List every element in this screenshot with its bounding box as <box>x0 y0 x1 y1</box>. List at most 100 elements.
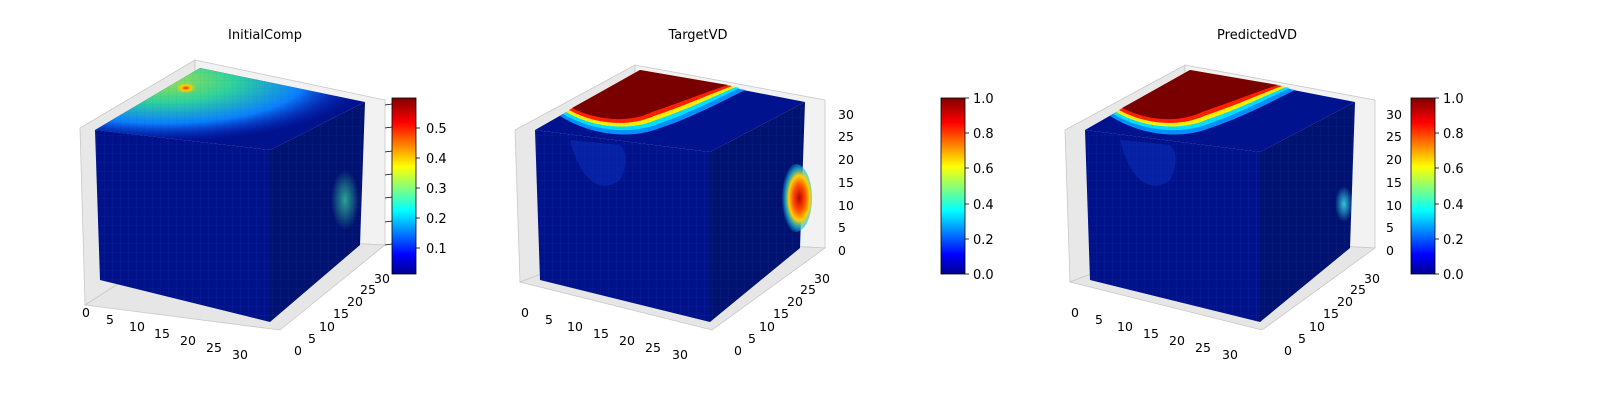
y-tick-label: 30 <box>1364 271 1380 286</box>
y-tick-label: 20 <box>347 294 363 309</box>
colorbar-tick-label: 0.8 <box>1443 127 1464 142</box>
y-axis-ticks: 0 5 10 15 20 25 30 <box>294 271 390 358</box>
x-tick-label: 10 <box>567 319 583 334</box>
front-ghost-region <box>570 140 626 186</box>
x-tick-label: 30 <box>232 347 248 362</box>
z-tick-label: 20 <box>838 152 854 167</box>
x-tick-label: 20 <box>180 333 196 348</box>
x-tick-label: 0 <box>521 305 529 320</box>
y-tick-label: 0 <box>1284 343 1292 358</box>
cube-top-grid <box>535 70 805 152</box>
y-tick-label: 15 <box>773 306 789 321</box>
plot-predictedvd: PredictedVD 0 5 10 15 20 25 30 0 5 10 <box>1064 28 1464 362</box>
colorbar-tick-label: 0.6 <box>973 162 994 177</box>
cube-top-grid <box>1085 70 1355 152</box>
colorbar-tick-label: 0.2 <box>426 212 447 227</box>
cube-front-grid <box>1085 130 1260 322</box>
x-tick-label: 25 <box>645 340 661 355</box>
colorbar-tick-label: 1.0 <box>1443 92 1464 107</box>
z-axis-ticks: 0 5 10 15 20 25 30 <box>838 107 854 258</box>
y-tick-label: 20 <box>787 294 803 309</box>
y-tick-label: 5 <box>308 331 316 346</box>
z-tick-label: 0 <box>1386 243 1394 258</box>
x-tick-label: 20 <box>1169 333 1185 348</box>
colorbar-tick-label: 0.4 <box>973 198 994 213</box>
x-tick-label: 15 <box>593 326 609 341</box>
z-tick-label: 30 <box>838 107 854 122</box>
colorbar-tick-label: 0.4 <box>426 152 447 167</box>
z-tick-label: 25 <box>838 129 854 144</box>
x-axis-ticks: 0 5 10 15 20 25 30 <box>1071 305 1238 362</box>
colorbar-tick-label: 1.0 <box>973 92 994 107</box>
colorbar-ticks: 0.0 0.2 0.4 0.6 0.8 1.0 <box>1435 92 1464 283</box>
x-tick-label: 25 <box>1195 340 1211 355</box>
y-tick-label: 30 <box>814 271 830 286</box>
z-axis-ticks: 0 5 10 15 20 25 30 <box>1386 107 1402 258</box>
x-tick-label: 5 <box>1095 312 1103 327</box>
y-tick-label: 10 <box>759 319 775 334</box>
colorbar-tick-label: 0.5 <box>426 122 447 137</box>
colorbar-tick-label: 0.1 <box>426 242 447 257</box>
colorbar-tick-label: 0.6 <box>1443 162 1464 177</box>
y-tick-label: 25 <box>800 282 816 297</box>
colorbar <box>1410 97 1436 275</box>
z-tick-label: 30 <box>1386 107 1402 122</box>
z-tick-label: 5 <box>838 220 846 235</box>
x-tick-label: 30 <box>672 347 688 362</box>
colorbar-ticks: 0.0 0.2 0.4 0.6 0.8 1.0 <box>965 92 994 283</box>
x-tick-label: 15 <box>154 326 170 341</box>
right-face-spot <box>1335 186 1353 222</box>
colorbar <box>391 97 417 275</box>
y-tick-label: 20 <box>1337 294 1353 309</box>
y-axis-ticks: 0 5 10 15 20 25 30 <box>1284 271 1380 358</box>
colorbar <box>940 97 966 275</box>
y-tick-label: 30 <box>374 271 390 286</box>
plot-title: TargetVD <box>667 28 727 43</box>
x-tick-label: 20 <box>619 333 635 348</box>
z-tick-label: 10 <box>1386 198 1402 213</box>
y-axis-ticks: 0 5 10 15 20 25 30 <box>734 271 830 358</box>
x-tick-label: 5 <box>545 312 553 327</box>
y-tick-label: 0 <box>294 343 302 358</box>
right-face-hotspot <box>780 164 812 232</box>
z-tick-label: 25 <box>1386 129 1402 144</box>
colorbar-tick-label: 0.2 <box>973 233 994 248</box>
z-axis-ticks <box>384 103 393 246</box>
cube-right-grid <box>270 102 365 322</box>
front-ghost-region <box>1120 140 1176 186</box>
z-tick-label: 15 <box>838 175 854 190</box>
y-tick-label: 25 <box>1350 282 1366 297</box>
y-tick-label: 0 <box>734 343 742 358</box>
x-axis-ticks: 0 5 10 15 20 25 30 <box>82 305 248 362</box>
x-axis-ticks: 0 5 10 15 20 25 30 <box>521 305 688 362</box>
colorbar-tick-label: 0.4 <box>1443 198 1464 213</box>
x-tick-label: 25 <box>206 340 222 355</box>
y-tick-label: 5 <box>748 331 756 346</box>
right-face-spot <box>331 170 359 230</box>
y-tick-label: 10 <box>319 319 335 334</box>
y-tick-label: 5 <box>1298 331 1306 346</box>
x-tick-label: 0 <box>1071 305 1079 320</box>
colorbar-tick-label: 0.0 <box>1443 268 1464 283</box>
cube-right-grid <box>1260 102 1355 322</box>
x-tick-label: 0 <box>82 305 90 320</box>
cube-top-grid <box>95 68 365 150</box>
z-tick-label: 0 <box>838 243 846 258</box>
z-tick-label: 15 <box>1386 175 1402 190</box>
plot-title: InitialComp <box>228 28 302 43</box>
x-tick-label: 5 <box>106 312 114 327</box>
x-tick-label: 15 <box>1143 326 1159 341</box>
z-tick-label: 5 <box>1386 220 1394 235</box>
cube-front-grid <box>535 130 710 322</box>
y-tick-label: 15 <box>1323 306 1339 321</box>
y-tick-label: 25 <box>360 282 376 297</box>
y-tick-label: 10 <box>1309 319 1325 334</box>
plot-targetvd: TargetVD 0 5 10 15 20 25 30 0 5 <box>514 28 994 362</box>
plot-initialcomp: InitialComp 0 5 10 15 20 25 30 0 5 10 15 <box>79 28 447 362</box>
cube-front-grid <box>95 130 270 322</box>
cube-right-grid <box>710 102 805 322</box>
colorbar-tick-label: 0.3 <box>426 182 447 197</box>
colorbar-tick-label: 0.8 <box>973 127 994 142</box>
colorbar-tick-label: 0.0 <box>973 268 994 283</box>
